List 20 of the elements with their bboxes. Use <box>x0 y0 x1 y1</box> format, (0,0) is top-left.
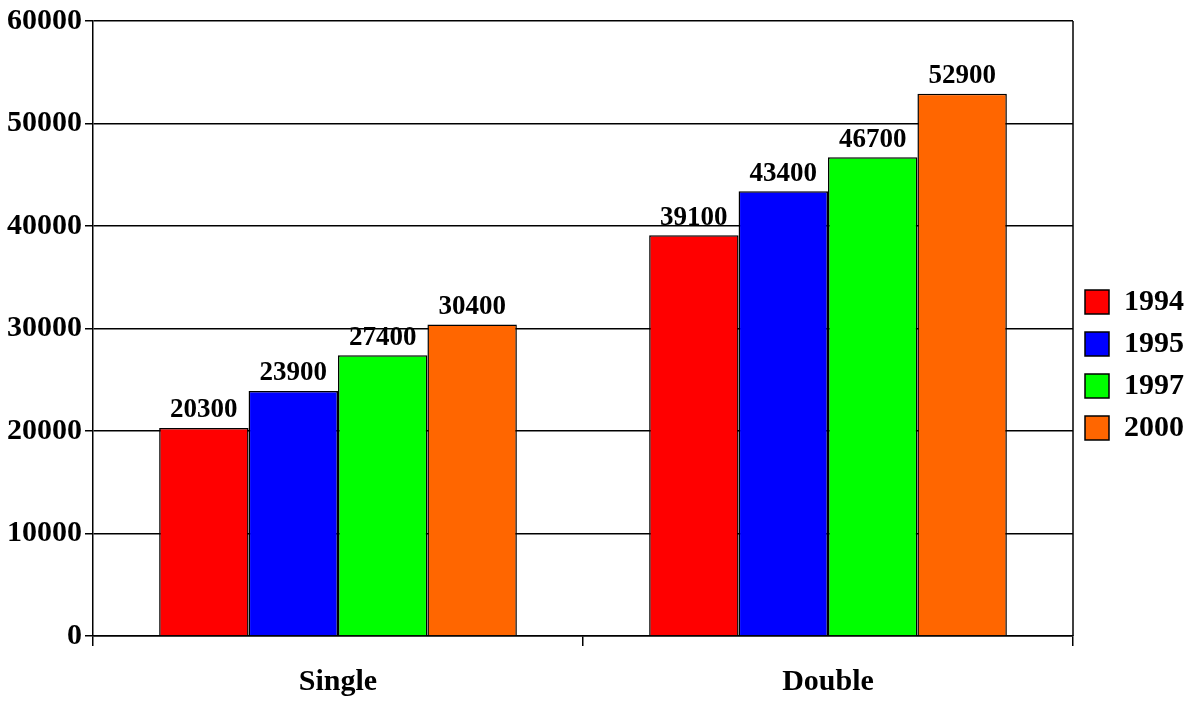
x-tick-label: Single <box>298 662 378 696</box>
legend-label: 2000 <box>1124 408 1184 442</box>
y-tick-label: 50000 <box>7 104 82 138</box>
data-label: 43400 <box>749 156 818 187</box>
y-tick-label: 40000 <box>7 206 82 240</box>
data-label: 30400 <box>438 289 506 320</box>
y-tick-label: 20000 <box>7 411 82 445</box>
y-tick-label: 30000 <box>7 309 82 343</box>
data-label: 23900 <box>259 356 328 387</box>
legend-label: 1994 <box>1124 282 1184 316</box>
data-label: 46700 <box>838 122 907 153</box>
data-label: 52900 <box>928 59 996 90</box>
data-label: 39100 <box>660 200 728 231</box>
legend-label: 1997 <box>1124 366 1184 400</box>
legend-label: 1995 <box>1124 324 1184 358</box>
y-tick-label: 10000 <box>7 514 82 548</box>
x-tick-label: Double <box>782 662 874 696</box>
y-tick-label: 0 <box>67 616 82 650</box>
y-tick-label: 60000 <box>7 1 82 35</box>
data-label: 20300 <box>170 393 238 424</box>
